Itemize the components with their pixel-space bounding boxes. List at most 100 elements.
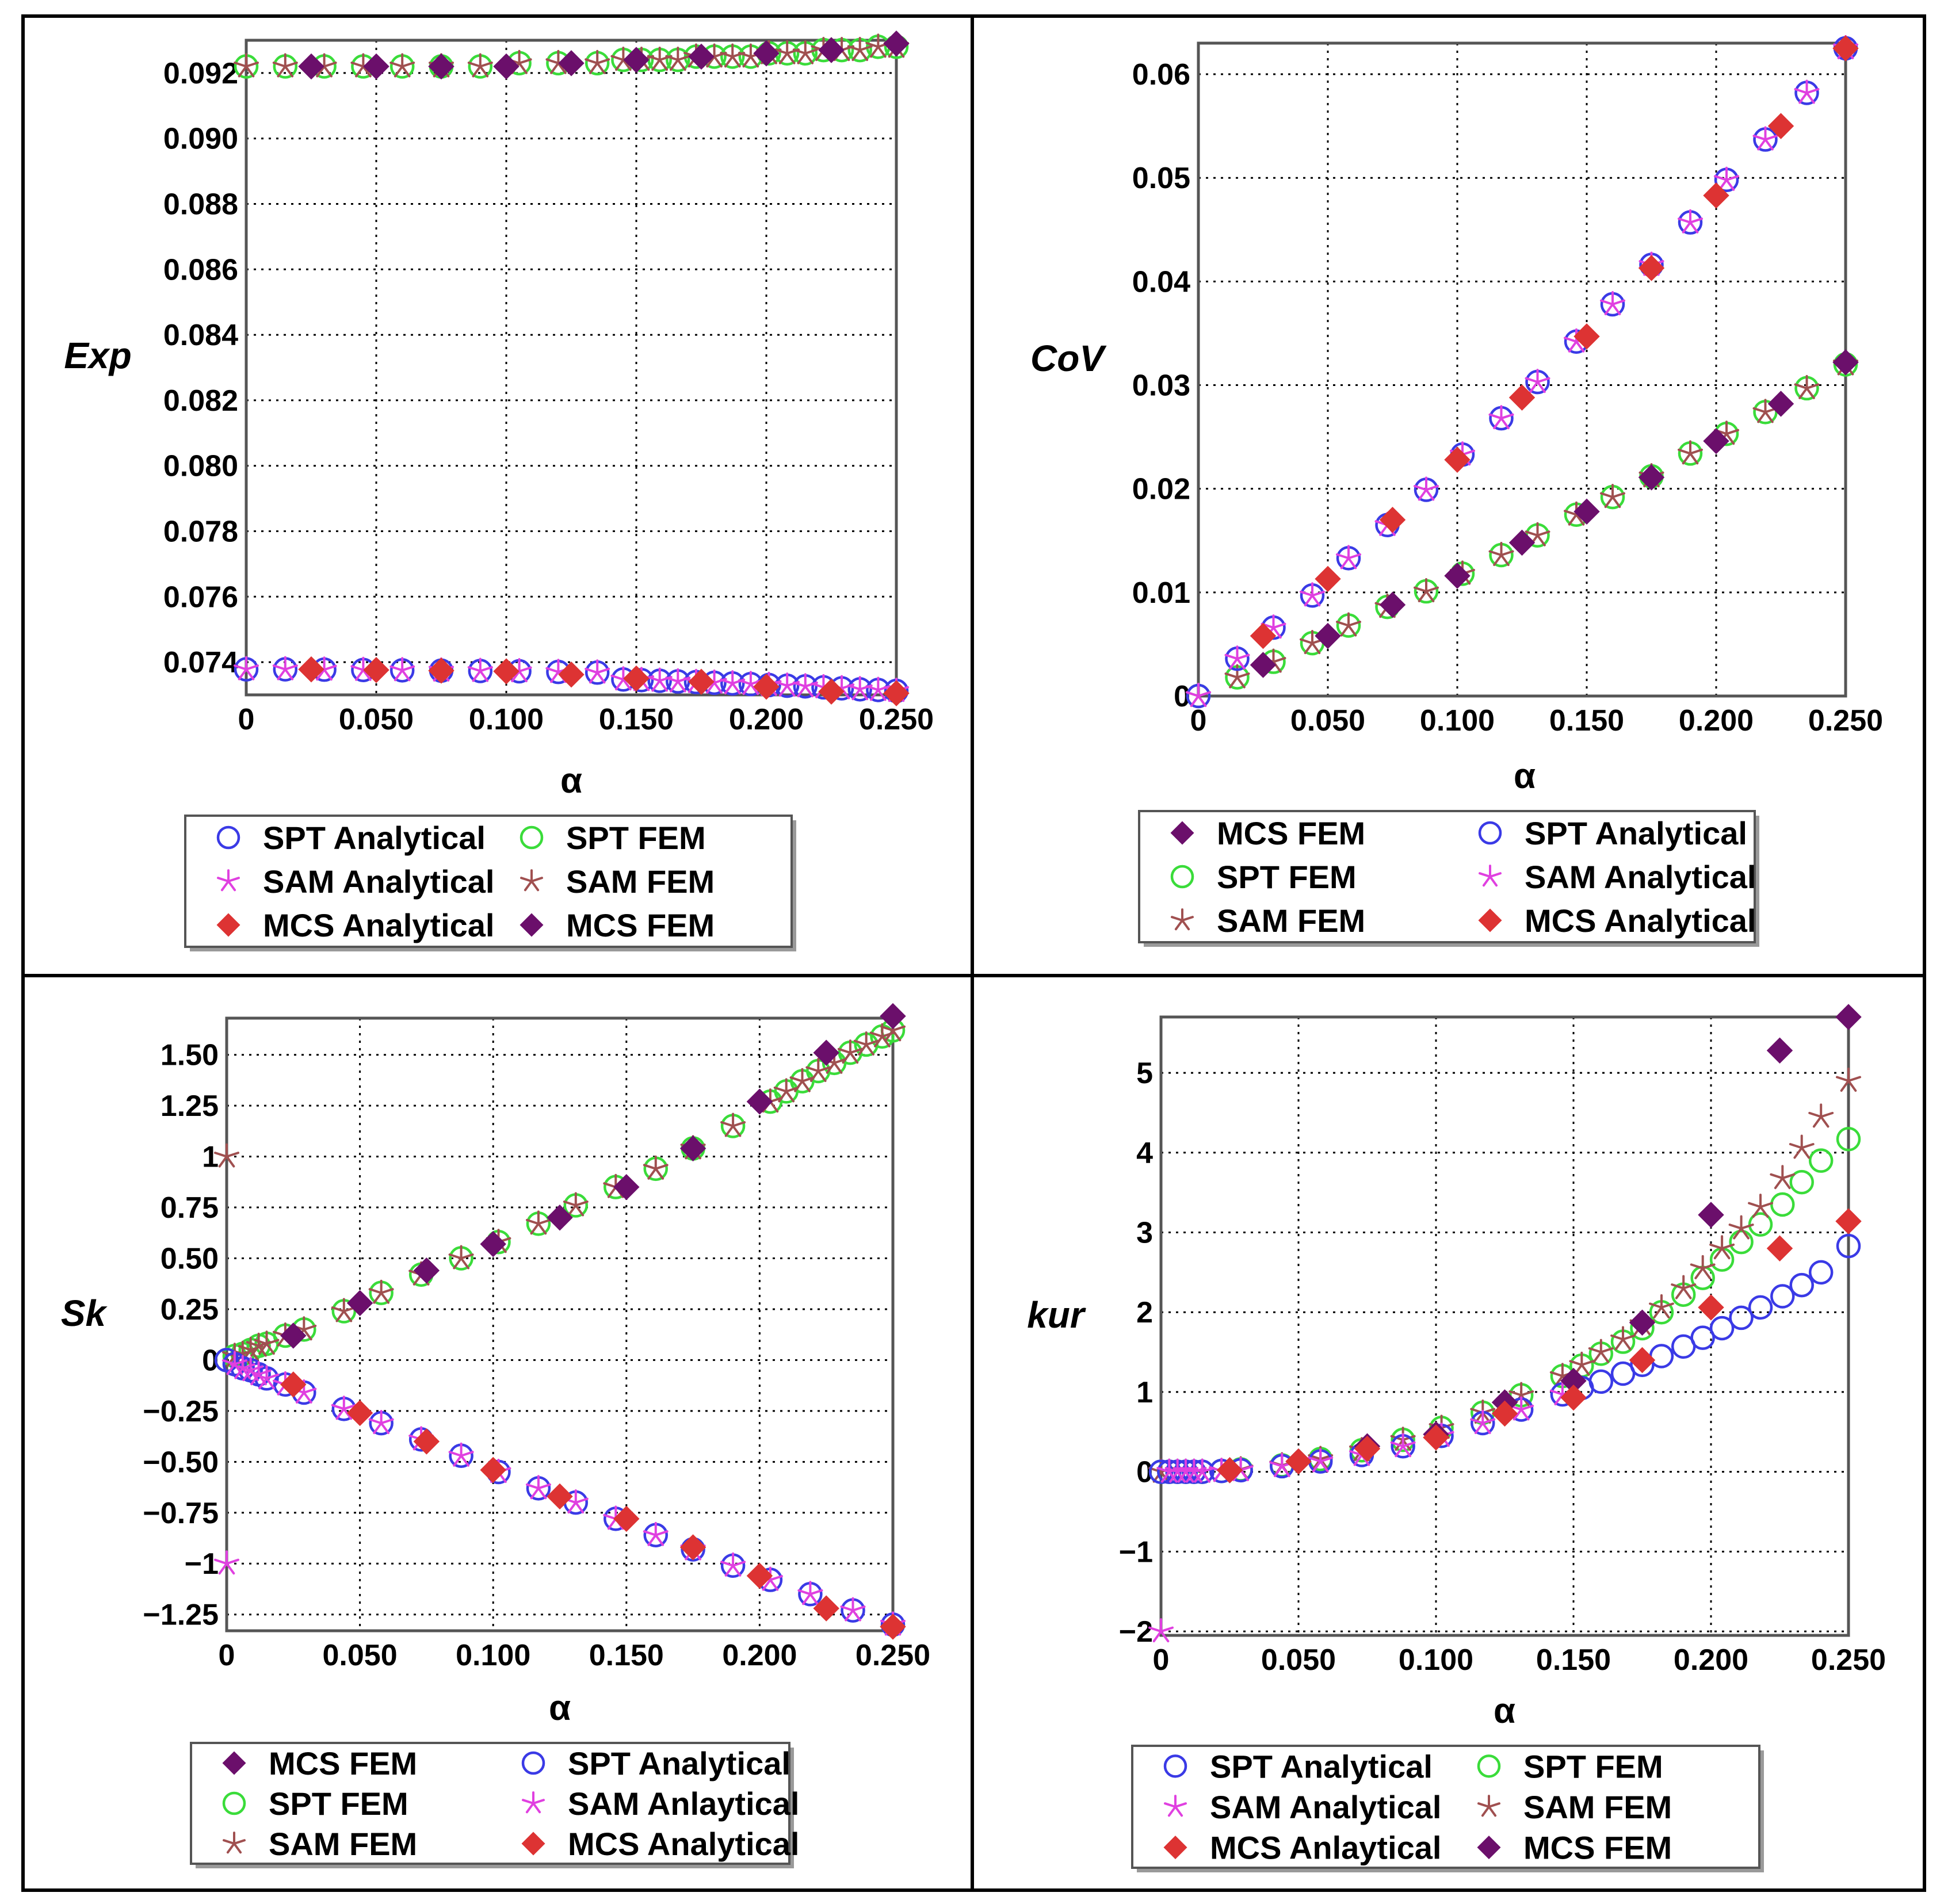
y-tick-label: 1	[1136, 1376, 1153, 1409]
data-point	[746, 1088, 773, 1115]
data-point	[1714, 420, 1739, 445]
data-point	[214, 1550, 239, 1575]
data-point	[428, 657, 455, 684]
data-point	[389, 657, 415, 682]
data-point	[1638, 255, 1665, 281]
data-point	[1832, 349, 1859, 376]
y-tick-label: −0.25	[143, 1395, 219, 1428]
legend-label: SPT Analytical	[1210, 1748, 1433, 1784]
data-point	[883, 680, 910, 706]
series-mcs-fem	[1216, 1004, 1862, 1484]
legend-label: MCS Anlaytical	[1210, 1830, 1441, 1866]
series-mcs-analytical	[1250, 35, 1859, 649]
x-tick-label: 0.100	[1420, 704, 1495, 737]
data-point	[1525, 522, 1550, 546]
data-point	[1836, 1233, 1861, 1259]
x-tick-label: 0	[1190, 704, 1207, 737]
legend-box	[190, 1742, 790, 1865]
legend-marker	[1171, 908, 1194, 931]
x-tick-label: 0.050	[323, 1639, 398, 1672]
x-tick-label: 0.050	[1290, 704, 1365, 737]
y-tick-label: 0.03	[1132, 369, 1190, 403]
y-tick-label: 0.06	[1132, 58, 1190, 91]
data-point	[1767, 113, 1794, 139]
data-point	[829, 37, 855, 62]
legend-label: SPT Analytical	[568, 1745, 790, 1781]
x-tick-label: 0.200	[722, 1639, 797, 1672]
data-point	[585, 49, 610, 74]
data-point	[1748, 1295, 1773, 1320]
data-point	[413, 1257, 440, 1284]
y-tick-label: 0.074	[163, 646, 238, 679]
y-tick-label: 2	[1136, 1296, 1153, 1329]
data-point	[1638, 464, 1665, 491]
data-point	[1560, 1384, 1587, 1411]
data-point	[413, 1428, 440, 1455]
data-point	[1573, 323, 1600, 350]
data-point	[1261, 614, 1286, 639]
data-point	[280, 1322, 307, 1349]
data-point	[789, 1068, 815, 1092]
data-point	[363, 657, 389, 683]
data-point	[1789, 1272, 1814, 1298]
data-point	[311, 53, 337, 78]
data-point	[1836, 1068, 1861, 1092]
y-tick-label: 0.076	[163, 580, 238, 614]
x-tick-label: 0.050	[339, 703, 414, 736]
data-point	[1832, 35, 1859, 62]
data-point	[1690, 1325, 1715, 1350]
data-point	[1698, 1202, 1724, 1228]
x-axis-label: α	[1494, 1691, 1515, 1731]
legend-marker	[1164, 1795, 1187, 1817]
data-point	[448, 1442, 474, 1467]
x-tick-label: 0	[238, 703, 255, 736]
data-point	[774, 40, 800, 64]
legend-label: SAM FEM	[1523, 1789, 1672, 1825]
data-point	[230, 1355, 255, 1379]
y-tick-label: 0.01	[1132, 576, 1190, 610]
legend-box	[1131, 1745, 1760, 1869]
data-point	[298, 53, 324, 80]
data-point	[1588, 1369, 1614, 1394]
data-point	[1789, 1169, 1814, 1195]
data-point	[792, 40, 818, 64]
series-sam-fem	[214, 1017, 906, 1367]
data-point	[493, 658, 520, 685]
data-point	[753, 40, 780, 67]
data-point	[311, 656, 337, 681]
data-point	[1789, 1134, 1815, 1159]
data-point	[853, 1031, 879, 1056]
data-point	[1336, 612, 1361, 637]
data-point	[623, 665, 650, 692]
x-tick-label: 0.250	[1811, 1643, 1886, 1677]
data-point	[1600, 291, 1625, 315]
data-point	[1336, 545, 1361, 569]
data-point	[272, 656, 298, 680]
x-tick-label: 0	[1153, 1643, 1170, 1677]
data-point	[526, 1475, 551, 1500]
y-tick-label: 0.084	[163, 319, 238, 352]
data-point	[1770, 1165, 1796, 1190]
data-point	[880, 1003, 906, 1030]
legend-marker	[222, 1751, 246, 1775]
data-point	[331, 1298, 357, 1322]
series-mcs-anlaytical	[1216, 1208, 1862, 1484]
data-point	[738, 671, 763, 695]
data-point	[246, 1361, 272, 1386]
legend-marker	[1477, 1836, 1501, 1860]
data-point	[753, 674, 780, 700]
data-point	[1216, 1457, 1243, 1484]
series-mcs-analytical	[298, 656, 910, 706]
data-point	[480, 1456, 506, 1484]
series-spt-analytical	[1186, 36, 1858, 709]
y-tick-label: 0.50	[161, 1242, 219, 1276]
data-point	[1835, 1208, 1862, 1234]
data-point	[869, 1023, 895, 1047]
legend-label: SAM Analytical	[263, 863, 494, 900]
data-point	[688, 43, 715, 70]
data-point	[1703, 182, 1729, 209]
data-point	[758, 1088, 783, 1113]
data-point	[720, 43, 746, 68]
y-tick-label: −1	[185, 1547, 219, 1581]
